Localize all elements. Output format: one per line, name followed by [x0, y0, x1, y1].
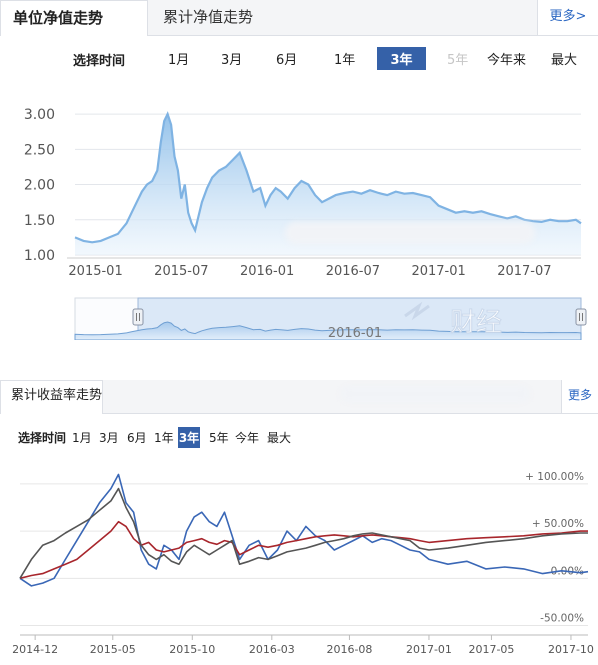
- tab-unit-nav[interactable]: 单位净值走势: [0, 0, 148, 36]
- series-area: [74, 111, 582, 255]
- x-tick-label: 2017-07: [497, 264, 551, 279]
- x-tick-label: 2017-01: [411, 264, 465, 279]
- range-button-7[interactable]: 最大: [551, 53, 578, 68]
- more-link[interactable]: 更多>: [537, 0, 598, 35]
- range-button-0[interactable]: 1月: [168, 53, 190, 68]
- series-blue-line: [19, 473, 589, 587]
- nav-area-fill: [75, 114, 581, 255]
- x-axis-2: 2014-12 2015-05 2015-10 2016-03 2016-08 2017-…: [12, 634, 594, 656]
- range-button-2-4[interactable]: 3年: [178, 427, 200, 448]
- y-tick-label: + 50.00%: [532, 518, 584, 530]
- range-button-1[interactable]: 3月: [221, 53, 243, 68]
- x-tick-label: 2017-10: [548, 643, 594, 656]
- x-tick-label: 2015-01: [68, 264, 122, 279]
- navigator-label: 2016-01: [328, 326, 382, 340]
- more-link-2[interactable]: 更多: [561, 380, 598, 413]
- cumulative-return-chart: + 100.00%+ 50.00%0.00%-50.00% 2014-12 201…: [12, 471, 594, 656]
- x-tick-label: 2016-07: [326, 264, 380, 279]
- navigator-handle-right[interactable]: [575, 308, 587, 326]
- watermark-logo-icon: [404, 301, 430, 321]
- range-button-5: 5年: [447, 53, 469, 68]
- y-tick-label: 2.50: [24, 142, 55, 158]
- y-tick-label: -50.00%: [540, 613, 584, 625]
- range-label-2: 选择时间: [18, 431, 67, 445]
- x-tick-label: 2016-03: [249, 643, 295, 656]
- range-button-2[interactable]: 6月: [276, 53, 298, 68]
- range-button-6[interactable]: 今年来: [487, 53, 527, 68]
- time-range-selector: 选择时间 1月 3月 6月 1年 3年 5年 今年来 最大: [0, 47, 598, 70]
- y-axis-2: + 100.00%+ 50.00%0.00%-50.00%: [525, 471, 584, 625]
- unit-nav-panel: 单位净值走势 累计净值走势 更多> 选择时间 1月 3月 6月 1年 3年 5年 今年来 最大…: [0, 0, 598, 340]
- x-tick-label: 2015-07: [154, 264, 208, 279]
- redaction-blur-2: [340, 386, 530, 402]
- x-tick-label: 2016-01: [240, 264, 294, 279]
- unit-nav-chart: 3.00 2.50 2.00 1.50 1.00 2015-01 2015-07 2016-…: [24, 107, 587, 340]
- watermark: 财经: [450, 308, 502, 338]
- range-label: 选择时间: [73, 54, 126, 69]
- y-tick-label: 3.00: [24, 107, 55, 123]
- range-button-2-3[interactable]: 1年: [154, 431, 174, 445]
- series-gray-line: [19, 487, 588, 579]
- range-button-4[interactable]: 3年: [377, 47, 426, 70]
- range-button-3[interactable]: 1年: [334, 53, 356, 68]
- y-axis: 3.00 2.50 2.00 1.50 1.00: [24, 107, 55, 264]
- redaction-blur: [285, 222, 535, 244]
- x-tick-label: 2015-10: [169, 643, 215, 656]
- x-tick-label: 2016-08: [326, 643, 372, 656]
- x-tick-label: 2017-01: [406, 643, 452, 656]
- range-button-2-0[interactable]: 1月: [72, 431, 92, 445]
- x-axis: 2015-01 2015-07 2016-01 2016-07 2017-01 2017-…: [67, 257, 581, 279]
- tab-cumulative-return[interactable]: 累计收益率走势: [0, 380, 103, 414]
- navigator-series: [74, 321, 582, 340]
- x-tick-label: 2017-05: [468, 643, 514, 656]
- series-lines: [19, 473, 589, 587]
- navigator: 2016-01 财经: [74, 297, 587, 340]
- time-range-selector-2: 选择时间 1月 3月 6月 1年 3年 5年 今年 最大: [0, 427, 598, 448]
- x-tick-label: 2014-12: [12, 643, 58, 656]
- range-button-2-1[interactable]: 3月: [99, 431, 119, 445]
- range-button-2-5[interactable]: 5年: [209, 431, 229, 445]
- y-tick-label: + 100.00%: [525, 471, 584, 483]
- range-button-2-7[interactable]: 最大: [267, 431, 292, 445]
- x-tick-label: 2015-05: [90, 643, 136, 656]
- chart-grid-2: [20, 483, 588, 627]
- range-button-2-6[interactable]: 今年: [235, 431, 260, 445]
- navigator-handle-left[interactable]: [132, 308, 144, 326]
- y-tick-label: 1.00: [24, 248, 55, 264]
- tab-cumulative-nav[interactable]: 累计净值走势: [163, 8, 254, 26]
- y-tick-label: 1.50: [24, 213, 55, 229]
- nav-line: [74, 111, 582, 244]
- series-red-line: [19, 520, 588, 580]
- y-tick-label: 2.00: [24, 178, 55, 194]
- cumulative-return-panel: 累计收益率走势 更多 选择时间 1月 3月 6月 1年 3年 5年 今年 最大 + 100.0…: [0, 372, 598, 665]
- range-button-2-2[interactable]: 6月: [127, 431, 147, 445]
